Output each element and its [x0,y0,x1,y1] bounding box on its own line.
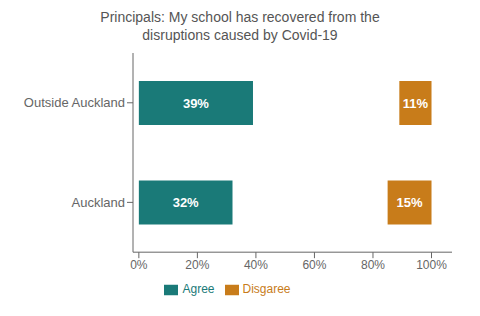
svg-text:40%: 40% [244,258,268,272]
svg-text:Outside Auckland: Outside Auckland [24,95,125,110]
html-text:Principals: My school has reco: Principals: My school has recovered from… [100,9,380,25]
svg-text:100%: 100% [416,258,447,272]
html-text:disruptions caused by Covid-19: disruptions caused by Covid-19 [142,27,338,43]
svg-text:11%: 11% [403,96,429,111]
svg-text:15%: 15% [397,195,423,210]
svg-text:39%: 39% [183,96,209,111]
svg-text:32%: 32% [173,195,199,210]
svg-text:80%: 80% [361,258,385,272]
svg-text:20%: 20% [185,258,209,272]
svg-text:0%: 0% [130,258,148,272]
html-text:Disgaree: Disgaree [242,282,291,297]
html-text:Agree: Agree [182,282,215,297]
svg-text:Auckland: Auckland [72,195,125,210]
svg-text:60%: 60% [302,258,326,272]
